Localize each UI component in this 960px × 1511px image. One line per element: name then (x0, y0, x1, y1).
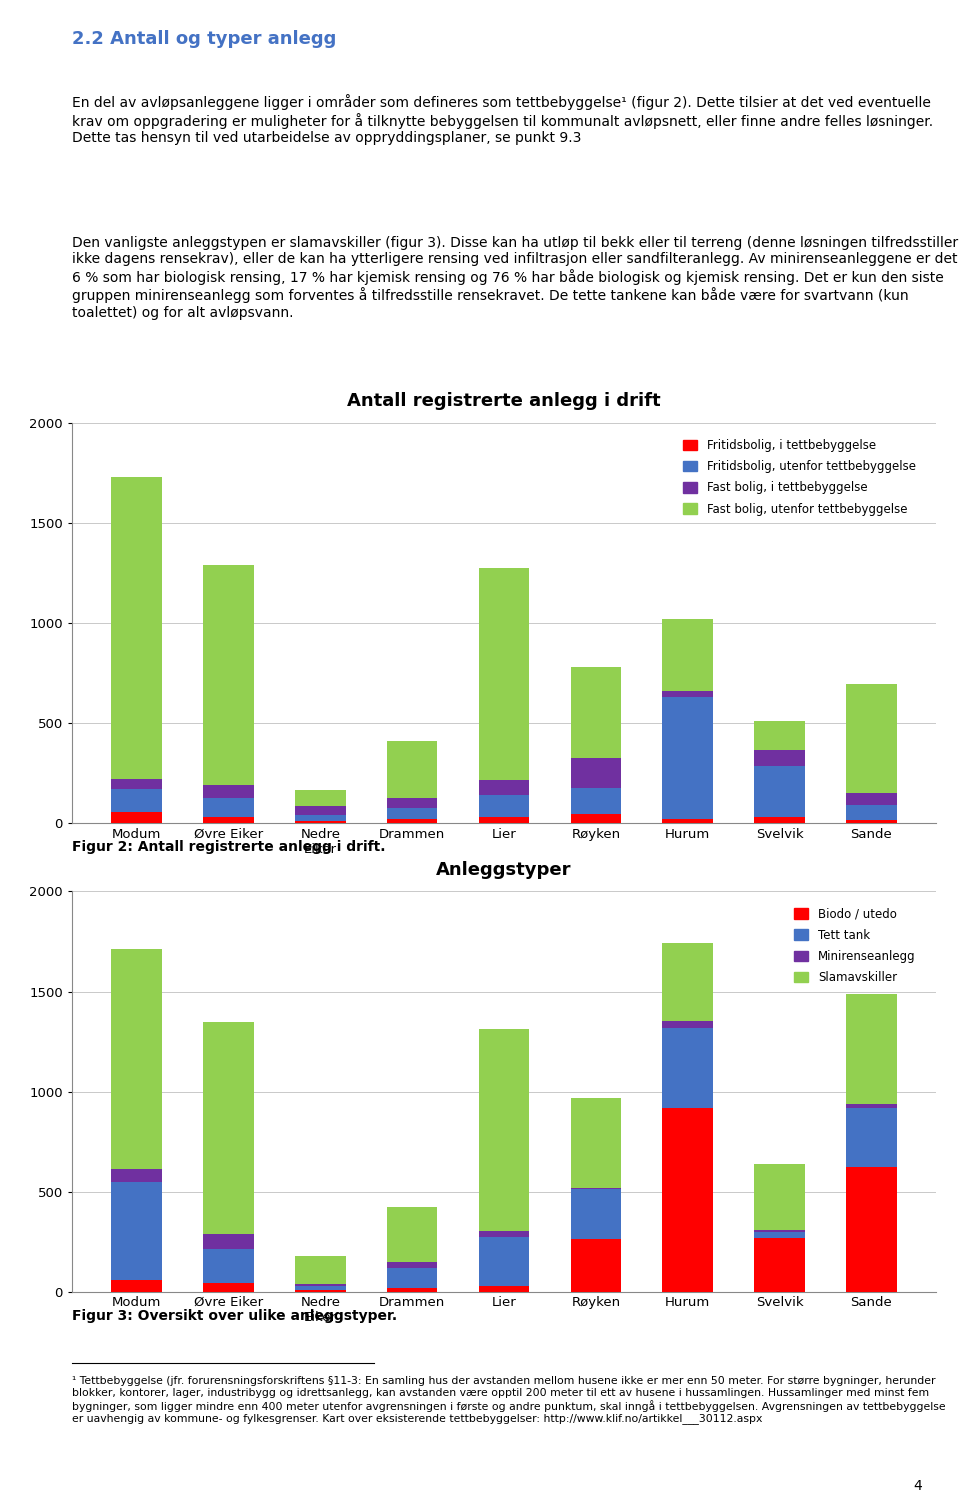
Text: Figur 3: Oversikt over ulike anleggstyper.: Figur 3: Oversikt over ulike anleggstype… (72, 1309, 397, 1322)
Bar (479, 568, 529, 781)
Text: En del av avløpsanleggene ligger i områder som defineres som tettbebyggelse¹ (fi: En del av avløpsanleggene ligger i områd… (72, 94, 933, 145)
Bar (755, 1233, 804, 1238)
Bar (204, 786, 253, 798)
Bar (846, 684, 897, 793)
Bar (479, 795, 529, 817)
Bar (204, 817, 253, 823)
Bar (662, 1108, 713, 1292)
Bar (387, 1287, 438, 1292)
Bar (662, 1027, 713, 1108)
Bar (111, 949, 162, 1170)
Bar (479, 1238, 529, 1286)
Bar (111, 780, 162, 789)
Text: 4: 4 (913, 1479, 922, 1493)
Bar (111, 1280, 162, 1292)
Bar (570, 759, 621, 789)
Text: Den vanligste anleggstypen er slamavskiller (figur 3). Disse kan ha utløp til be: Den vanligste anleggstypen er slamavskil… (72, 236, 958, 320)
Bar (662, 698, 713, 819)
Bar (387, 1207, 438, 1262)
Bar (387, 1268, 438, 1287)
Bar (479, 1231, 529, 1238)
Bar (295, 1290, 346, 1292)
Bar (387, 808, 438, 819)
Bar (387, 1262, 438, 1268)
Bar (295, 807, 346, 816)
Title: Anleggstyper: Anleggstyper (436, 861, 572, 879)
Bar (570, 1239, 621, 1292)
Bar (204, 1250, 253, 1283)
Bar (755, 766, 804, 817)
Legend: Biodo / utedo, Tett tank, Minirenseanlegg, Slamavskiller: Biodo / utedo, Tett tank, Minirenseanleg… (788, 902, 922, 990)
Bar (111, 1182, 162, 1280)
Bar (846, 820, 897, 823)
Bar (111, 789, 162, 813)
Bar (755, 1230, 804, 1233)
Bar (846, 1166, 897, 1292)
Text: ¹ Tettbebyggelse (jfr. forurensningsforskriftens §11-3: En samling hus der avsta: ¹ Tettbebyggelse (jfr. forurensningsfors… (72, 1377, 946, 1425)
Title: Antall registrerte anlegg i drift: Antall registrerte anlegg i drift (348, 393, 660, 411)
Bar (204, 1234, 253, 1250)
Bar (662, 1020, 713, 1027)
Bar (755, 817, 804, 823)
Bar (295, 816, 346, 822)
Bar (662, 692, 713, 698)
Bar (755, 751, 804, 766)
Bar (111, 477, 162, 780)
Bar (570, 668, 621, 759)
Bar (295, 790, 346, 807)
Bar (846, 1108, 897, 1166)
Bar (204, 565, 253, 786)
Bar (204, 1283, 253, 1292)
Bar (570, 1189, 621, 1239)
Text: 2.2 Antall og typer anlegg: 2.2 Antall og typer anlegg (72, 30, 336, 48)
Bar (204, 798, 253, 817)
Bar (846, 805, 897, 820)
Bar (570, 789, 621, 814)
Bar (387, 819, 438, 823)
Bar (755, 1238, 804, 1292)
Bar (479, 1029, 529, 1231)
Bar (570, 814, 621, 823)
Bar (570, 1097, 621, 1188)
Bar (387, 798, 438, 808)
Bar (662, 943, 713, 1020)
Text: Figur 2: Antall registrerte anlegg i drift.: Figur 2: Antall registrerte anlegg i dri… (72, 840, 386, 854)
Bar (111, 1170, 162, 1182)
Legend: Fritidsbolig, i tettbebyggelse, Fritidsbolig, utenfor tettbebyggelse, Fast bolig: Fritidsbolig, i tettbebyggelse, Fritidsb… (677, 434, 922, 521)
Bar (846, 994, 897, 1103)
Bar (479, 1286, 529, 1292)
Bar (204, 1021, 253, 1234)
Bar (846, 793, 897, 805)
Bar (755, 721, 804, 751)
Bar (479, 781, 529, 795)
Bar (755, 1163, 804, 1230)
Bar (479, 817, 529, 823)
Bar (387, 742, 438, 798)
Bar (295, 1286, 346, 1290)
Bar (662, 819, 713, 823)
Bar (111, 813, 162, 823)
Bar (662, 620, 713, 692)
Bar (295, 1256, 346, 1284)
Bar (846, 1103, 897, 1108)
Bar (295, 822, 346, 823)
Bar (295, 1284, 346, 1286)
